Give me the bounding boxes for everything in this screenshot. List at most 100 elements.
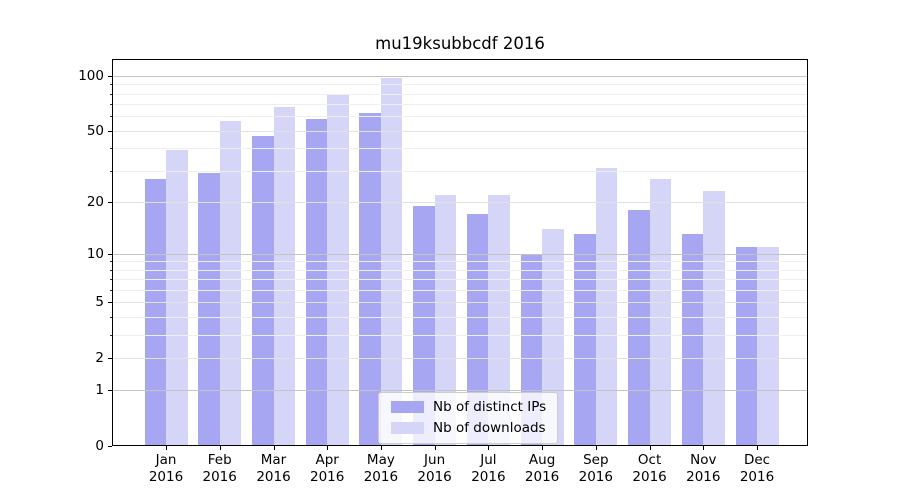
y-tick-1 [108, 390, 112, 392]
y-tick-label-5: 5 [95, 294, 104, 311]
x-tick-label-feb: Feb 2016 [202, 452, 237, 485]
bar-dec-series0 [735, 246, 757, 446]
plot-area [112, 59, 808, 446]
y-minortick-60 [110, 116, 112, 118]
bar-nov-series1 [703, 191, 725, 446]
x-tick-label-oct: Oct 2016 [632, 452, 667, 485]
bar-jun-series1 [434, 194, 457, 446]
gridline-9 [112, 261, 808, 263]
legend-swatch-1 [391, 422, 424, 434]
x-tick-label-nov: Nov 2016 [686, 452, 721, 485]
y-minortick-90 [110, 84, 112, 86]
y-tick-label-20: 20 [86, 193, 104, 210]
gridline-30 [112, 170, 808, 172]
x-tick-oct [649, 446, 651, 450]
y-tick-label-100: 100 [78, 68, 104, 84]
y-tick-100 [108, 76, 112, 77]
x-tick-label-sep: Sep 2016 [578, 452, 613, 485]
y-tick-label-2: 2 [95, 349, 104, 366]
legend-label-0: Nb of distinct IPs [433, 399, 547, 415]
y-tick-50 [108, 130, 112, 132]
bar-jul-series1 [488, 194, 510, 446]
gridline-100 [112, 76, 808, 77]
bar-oct-series1 [649, 178, 672, 446]
gridline-8 [112, 269, 808, 271]
bar-mar-series1 [273, 106, 295, 446]
x-tick-label-jun: Jun 2016 [417, 452, 452, 485]
gridline-90 [112, 84, 808, 86]
gridline-2 [112, 357, 808, 359]
bar-jan-series1 [166, 150, 188, 446]
gridline-20 [112, 201, 808, 203]
y-tick-0 [108, 446, 112, 447]
bar-aug-series1 [542, 228, 564, 446]
bar-sep-series0 [574, 234, 596, 446]
legend-item-0: Nb of distinct IPs [391, 399, 546, 415]
x-tick-aug [542, 446, 544, 450]
bar-apr-series0 [305, 119, 328, 446]
gridline-3 [112, 334, 808, 336]
y-tick-label-50: 50 [86, 122, 104, 139]
x-tick-jan [166, 446, 167, 450]
y-tick-10 [108, 253, 112, 255]
x-tick-jun [434, 446, 436, 450]
x-tick-sep [595, 446, 597, 450]
y-tick-2 [108, 357, 112, 359]
x-tick-apr [327, 446, 329, 450]
y-minortick-30 [110, 170, 112, 172]
y-minortick-8 [110, 269, 112, 271]
y-tick-5 [108, 302, 112, 304]
y-minortick-3 [110, 334, 112, 336]
bar-feb-series1 [219, 120, 242, 446]
x-tick-dec [757, 446, 758, 450]
x-tick-label-dec: Dec 2016 [739, 452, 775, 485]
y-tick-20 [108, 201, 112, 203]
y-tick-label-0: 0 [95, 438, 104, 454]
bar-jan-series0 [144, 178, 166, 446]
gridline-70 [112, 104, 808, 106]
y-minortick-40 [110, 148, 112, 150]
legend-item-1: Nb of downloads [391, 420, 546, 436]
x-tick-label-aug: Aug 2016 [524, 452, 560, 485]
y-tick-label-1: 1 [95, 382, 104, 399]
x-tick-label-jul: Jul 2016 [471, 452, 506, 485]
x-tick-label-apr: Apr 2016 [310, 452, 345, 485]
gridline-5 [112, 302, 808, 304]
x-tick-mar [273, 446, 275, 450]
gridline-40 [112, 148, 808, 150]
gridline-10 [112, 253, 808, 255]
x-tick-may [380, 446, 382, 450]
gridline-7 [112, 279, 808, 281]
bar-sep-series1 [595, 168, 618, 446]
y-minortick-70 [110, 104, 112, 106]
legend-label-1: Nb of downloads [433, 420, 546, 436]
y-minortick-80 [110, 93, 112, 95]
bar-oct-series0 [628, 209, 650, 446]
x-tick-nov [703, 446, 705, 450]
bar-dec-series1 [757, 246, 779, 446]
gridline-1 [112, 390, 808, 392]
gridline-60 [112, 116, 808, 118]
bar-jul-series0 [466, 214, 489, 446]
chart-title: mu19ksubbcdf 2016 [375, 34, 545, 53]
bar-nov-series0 [681, 234, 704, 446]
x-tick-label-may: May 2016 [363, 452, 399, 485]
y-minortick-7 [110, 279, 112, 281]
gridline-6 [112, 290, 808, 291]
legend: Nb of distinct IPs Nb of downloads [378, 392, 559, 444]
bar-feb-series0 [198, 173, 220, 446]
gridline-4 [112, 317, 808, 318]
y-minortick-4 [110, 317, 112, 318]
x-tick-label-mar: Mar 2016 [256, 452, 291, 485]
x-tick-jul [488, 446, 490, 450]
gridline-50 [112, 130, 808, 132]
y-minortick-9 [110, 261, 112, 263]
legend-swatch-0 [391, 401, 424, 413]
gridline-80 [112, 93, 808, 95]
y-tick-label-10: 10 [86, 245, 104, 262]
y-minortick-6 [110, 290, 112, 291]
x-tick-feb [219, 446, 221, 450]
bar-may-series0 [359, 112, 381, 446]
bar-jun-series0 [413, 205, 435, 446]
